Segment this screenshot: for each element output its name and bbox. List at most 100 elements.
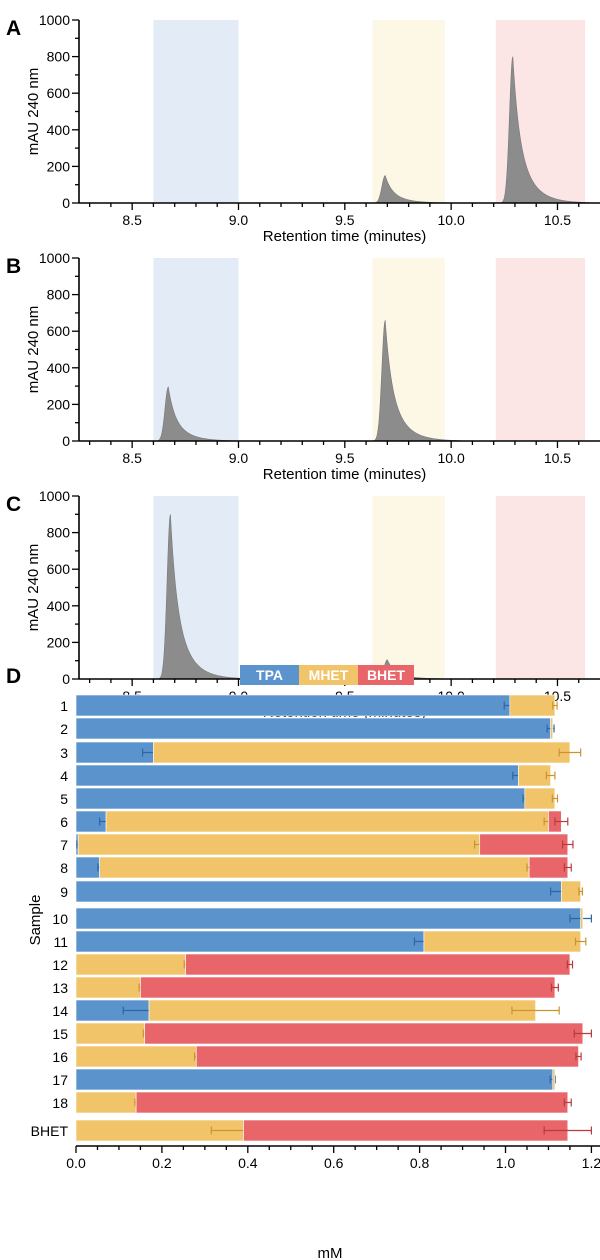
- category-label: 11: [53, 934, 68, 950]
- bar-segment-tpa: [75, 694, 511, 717]
- y-tick-label: 600: [47, 323, 71, 339]
- x-tick-label: 0.6: [324, 1155, 344, 1171]
- bar-segment-bhet: [243, 1119, 569, 1142]
- y-tick-label: 400: [47, 122, 71, 138]
- y-tick-label: 200: [47, 158, 71, 174]
- x-tick-label: 8.5: [122, 450, 142, 466]
- x-axis-title: Retention time (minutes): [263, 228, 426, 245]
- bar-segment-tpa: [75, 1068, 554, 1091]
- bar-segment-bhet: [144, 1022, 584, 1045]
- retention-band-mhet: [372, 496, 445, 679]
- x-tick-label: 1.0: [496, 1155, 516, 1171]
- legend-swatch-mhet: [299, 665, 358, 685]
- category-label: 15: [52, 1026, 68, 1042]
- category-label: 3: [60, 745, 68, 761]
- x-tick-label: 9.5: [335, 212, 355, 228]
- y-tick-label: 800: [47, 525, 71, 541]
- category-label: 1: [60, 698, 68, 714]
- bar-segment-mhet: [75, 1022, 146, 1045]
- category-label: 12: [52, 957, 68, 973]
- category-label: 9: [60, 884, 68, 900]
- bar-segment-bhet: [528, 856, 569, 879]
- bar-segment-mhet: [75, 976, 141, 999]
- y-tick-label: 1000: [39, 12, 70, 28]
- x-tick-label: 0.2: [152, 1155, 172, 1171]
- bar-segment-tpa: [75, 764, 519, 787]
- bar-segment-mhet: [552, 1068, 556, 1091]
- bar-segment-mhet: [509, 694, 556, 717]
- x-tick-label: 10.0: [438, 450, 465, 466]
- category-label: 13: [52, 980, 68, 996]
- bar-segment-mhet: [580, 907, 584, 930]
- x-axis-title: mM: [318, 1245, 343, 1260]
- bar-segment-mhet: [75, 1045, 197, 1068]
- bar-segment-bhet: [185, 953, 571, 976]
- y-tick-label: 200: [47, 634, 71, 650]
- retention-band-bhet: [495, 258, 586, 441]
- chromatogram-peak-2: [487, 56, 591, 204]
- legend-swatch-bhet: [358, 665, 414, 685]
- y-axis-title: Sample: [27, 895, 44, 946]
- x-tick-label: 10.5: [544, 212, 571, 228]
- y-tick-label: 800: [47, 287, 71, 303]
- x-tick-label: 8.5: [122, 212, 142, 228]
- category-label: 2: [60, 721, 68, 737]
- retention-band-tpa: [153, 20, 239, 203]
- category-label: 5: [60, 791, 68, 807]
- legend-label-tpa: TPA: [256, 667, 283, 683]
- x-tick-label: 0.0: [66, 1155, 86, 1171]
- category-label: 10: [52, 911, 68, 927]
- y-tick-label: 1000: [39, 488, 70, 504]
- bar-segment-tpa: [75, 880, 562, 903]
- panel-letter: C: [6, 493, 21, 516]
- retention-band-mhet: [372, 20, 445, 203]
- bar-segment-bhet: [195, 1045, 579, 1068]
- legend-label-mhet: MHET: [309, 667, 349, 683]
- y-axis-title: mAU 240 nm: [25, 306, 42, 394]
- chromatogram-panel-b: 0 200 400 600 800 1000 8.5 9.0 9.5 10.0 10.5 Retent…: [6, 250, 600, 483]
- bar-segment-mhet: [77, 833, 481, 856]
- bar-segment-tpa: [75, 856, 100, 879]
- y-tick-label: 0: [62, 195, 70, 211]
- panel-letter: B: [6, 255, 21, 278]
- y-tick-label: 800: [47, 49, 71, 65]
- legend-label-bhet: BHET: [367, 667, 406, 683]
- bar-segment-bhet: [479, 833, 569, 856]
- x-tick-label: 9.0: [229, 212, 249, 228]
- x-tick-label: 10.0: [438, 212, 465, 228]
- x-tick-label: 9.5: [335, 450, 355, 466]
- bar-segment-mhet: [148, 999, 536, 1022]
- stacked-bar-panel-d: D TPA MHET BHET123456789101112131415161718B…: [6, 665, 600, 1260]
- chromatogram-peak-1: [144, 514, 248, 680]
- bar-segment-mhet: [423, 930, 581, 953]
- chromatogram-panel-c: 020040060080010008.59.09.510.010.5Retent…: [6, 488, 600, 721]
- x-tick-label: 0.4: [238, 1155, 258, 1171]
- x-tick-label: 1.2: [582, 1155, 600, 1171]
- bar-segment-mhet: [550, 717, 554, 740]
- category-label: 14: [52, 1003, 68, 1019]
- x-tick-label: 9.0: [229, 450, 249, 466]
- bar-segment-mhet: [524, 787, 556, 810]
- bar-segment-mhet: [561, 880, 581, 903]
- category-label: 6: [60, 814, 68, 830]
- category-label: 8: [60, 860, 68, 876]
- category-label: 7: [60, 837, 68, 853]
- y-axis-title: mAU 240 nm: [25, 68, 42, 156]
- bar-segment-tpa: [75, 907, 581, 930]
- y-tick-label: 600: [47, 85, 71, 101]
- category-label: 18: [52, 1095, 68, 1111]
- bar-segment-mhet: [105, 810, 549, 833]
- y-axis-title: mAU 240 nm: [25, 544, 42, 632]
- y-tick-label: 400: [47, 598, 71, 614]
- x-tick-label: 10.5: [544, 450, 571, 466]
- bar-segment-bhet: [140, 976, 556, 999]
- legend-swatch-tpa: [240, 665, 299, 685]
- bar-segment-mhet: [75, 953, 186, 976]
- y-tick-label: 0: [62, 433, 70, 449]
- bar-segment-tpa: [75, 741, 154, 764]
- retention-band-bhet: [495, 496, 586, 679]
- y-tick-label: 1000: [39, 250, 70, 266]
- x-tick-label: 0.8: [410, 1155, 430, 1171]
- y-tick-label: 200: [47, 396, 71, 412]
